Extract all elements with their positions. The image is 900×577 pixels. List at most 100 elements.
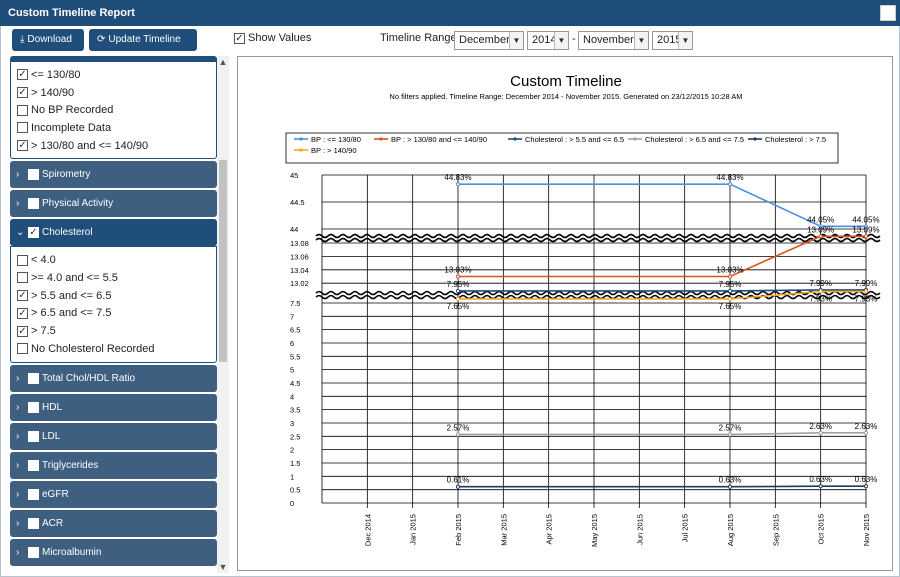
legend-entry: BP : > 140/90 [311,146,357,155]
option-checkbox[interactable]: ✓ [17,140,28,152]
group-header-hdl[interactable]: › HDL [10,393,217,421]
option-label: No Cholesterol Recorded [31,342,155,355]
chevron-right-icon: › [16,372,20,384]
group-header-microalbumin[interactable]: › Microalbumin [10,538,217,566]
option-label: >= 4.0 and <= 5.5 [31,271,118,284]
data-label: 7.65% [719,302,742,311]
legend-marker [379,137,383,141]
show-values-label: Show Values [248,32,312,44]
scrollbar-thumb[interactable] [219,160,227,362]
group-header-cholesterol[interactable]: ⌄ ✓ Cholesterol [10,219,217,247]
y-tick-label: 5 [290,366,294,375]
group-checkbox[interactable] [28,517,39,529]
filter-option[interactable]: >= 4.0 and <= 5.5 [17,269,210,287]
filter-option[interactable]: < 4.0 [17,251,210,269]
option-checkbox[interactable]: ✓ [17,325,28,337]
data-point [455,296,461,302]
group-checkbox[interactable] [28,488,39,500]
data-label: 13.09% [852,225,879,234]
group-checkbox[interactable] [28,372,39,384]
data-point [863,430,869,435]
filter-option[interactable]: No Cholesterol Recorded [17,340,210,358]
group-label: Physical Activity [42,198,114,210]
group-header-total-chol-hdl-ratio[interactable]: › Total Chol/HDL Ratio [10,364,217,392]
group-header-ldl[interactable]: › LDL [10,422,217,450]
scroll-down-icon[interactable]: ▼ [218,562,228,572]
data-point [818,234,823,239]
y-tick-label: 13.02 [290,279,309,288]
sidebar-scrollbar[interactable]: ▲ ▼ [217,56,229,573]
from-month-select[interactable]: December ▼ [454,31,524,50]
update-timeline-button[interactable]: ⟳ Update Timeline [89,29,197,51]
y-tick-label: 13.08 [290,239,309,248]
show-values-checkbox[interactable]: ✓ [234,32,245,44]
scroll-up-icon[interactable]: ▲ [218,57,228,67]
data-point [727,288,733,294]
to-month-select[interactable]: November ▼ [578,31,649,50]
group-header-triglycerides[interactable]: › Triglycerides [10,451,217,479]
y-tick-label: 0 [290,499,294,508]
group-checkbox[interactable] [28,546,39,558]
option-checkbox[interactable] [17,104,28,116]
series-line [458,183,866,228]
data-label: 13.09% [807,225,834,234]
data-label: 44.83% [444,173,471,182]
option-checkbox[interactable]: ✓ [17,290,28,302]
option-label: > 140/90 [31,86,75,99]
cholesterol-checkbox[interactable]: ✓ [28,227,39,239]
filter-option[interactable]: No BP Recorded [17,101,210,119]
group-checkbox[interactable] [28,198,39,210]
group-checkbox[interactable] [28,430,39,442]
filter-option[interactable]: Incomplete Data [17,119,210,137]
legend-marker [299,137,303,141]
group-header-spirometry[interactable]: › Spirometry [10,161,217,189]
filter-option[interactable]: ✓ > 140/90 [17,84,210,102]
data-point [455,182,461,187]
y-tick-label: 0.5 [290,486,300,495]
option-checkbox[interactable] [17,122,28,134]
data-label: 7.93% [855,295,878,304]
data-label: 13.03% [444,266,471,275]
group-header-physical-activity[interactable]: › Physical Activity [10,190,217,218]
x-tick-label: Feb 2015 [454,514,463,546]
filter-option[interactable]: ✓ <= 130/80 [17,66,210,84]
x-tick-label: Sep 2015 [771,514,780,546]
group-header-egfr[interactable]: › eGFR [10,480,217,508]
filter-option[interactable]: ✓ > 5.5 and <= 6.5 [17,287,210,305]
x-tick-label: Jan 2015 [409,514,418,545]
group-checkbox[interactable] [28,459,39,471]
option-checkbox[interactable] [17,272,28,284]
show-values-toggle[interactable]: ✓ Show Values [234,32,311,44]
data-point [818,289,823,294]
data-point [727,274,733,279]
filter-option[interactable]: ✓ > 6.5 and <= 7.5 [17,305,210,323]
y-tick-label: 3 [290,419,294,428]
group-header-acr[interactable]: › ACR [10,509,217,537]
group-checkbox[interactable] [28,169,39,181]
filter-option[interactable]: ✓ > 7.5 [17,322,210,340]
x-tick-label: Jun 2015 [635,514,644,545]
option-checkbox[interactable]: ✓ [17,69,28,81]
data-point [455,274,461,279]
x-tick-label: Dec 2014 [363,514,372,546]
chevron-down-icon: ▼ [554,32,568,49]
chevron-right-icon: › [16,459,20,471]
group-checkbox[interactable] [28,401,39,413]
option-checkbox[interactable] [17,254,28,266]
to-year-select[interactable]: 2015 ▼ [652,31,693,50]
data-label: 0.61% [447,476,470,485]
option-checkbox[interactable] [17,343,28,355]
from-year-select[interactable]: 2014 ▼ [527,31,569,50]
option-checkbox[interactable]: ✓ [17,87,28,99]
series-line [458,235,866,278]
data-point [455,432,461,437]
data-label: 2.63% [855,422,878,431]
data-point [818,224,823,229]
download-button[interactable]: ⤓ Download [12,29,84,51]
data-label: 7.99% [855,279,878,288]
filter-option[interactable]: ✓ > 130/80 and <= 140/90 [17,137,210,155]
maximize-button[interactable] [880,5,896,21]
data-label: 7.95% [447,280,470,289]
option-checkbox[interactable]: ✓ [17,307,28,319]
group-label: LDL [42,430,61,442]
